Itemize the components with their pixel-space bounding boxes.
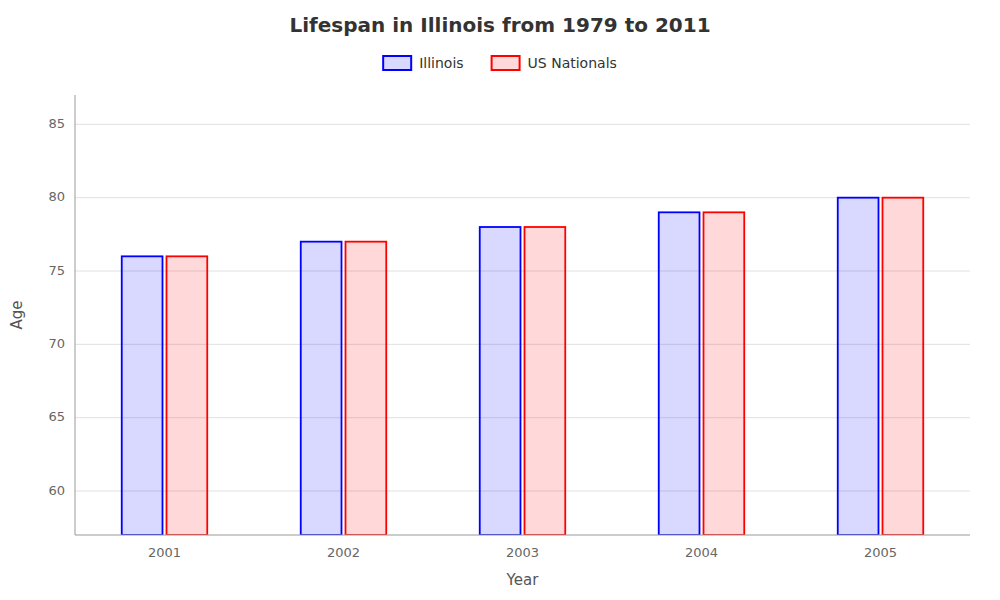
grid-line [75, 491, 970, 492]
plot-area [75, 124, 970, 491]
y-tick-label: 75 [48, 263, 65, 278]
x-tick-label: 2001 [148, 545, 181, 560]
bar [301, 242, 342, 535]
legend-swatch [383, 56, 411, 70]
legend-swatch [492, 56, 520, 70]
legend-label: Illinois [419, 55, 463, 71]
grid-line [75, 344, 970, 345]
x-axis-label: Year [506, 571, 540, 589]
bar [167, 256, 208, 535]
legend-item: Illinois [383, 55, 463, 71]
bar [883, 198, 924, 535]
y-axis-line [75, 95, 76, 535]
y-tick-label: 80 [48, 189, 65, 204]
bar [659, 212, 700, 535]
x-tick-label: 2004 [685, 545, 718, 560]
y-tick-label: 60 [48, 483, 65, 498]
grid-line [75, 417, 970, 418]
bar [525, 227, 566, 535]
chart-container: 60 65 70 75 80 85 2001 2002 2003 2004 2005 Lifespan… [0, 0, 1000, 600]
y-axis-label: Age [8, 300, 26, 329]
legend-label: US Nationals [528, 55, 617, 71]
bar [346, 242, 387, 535]
bars [122, 198, 924, 535]
chart-svg: 60 65 70 75 80 85 2001 2002 2003 2004 2005 Lifespan… [0, 0, 1000, 600]
grid-line [75, 197, 970, 198]
y-tick-label: 85 [48, 116, 65, 131]
y-tick-label: 70 [48, 336, 65, 351]
bar [838, 198, 879, 535]
bar [480, 227, 521, 535]
x-tick-label: 2002 [327, 545, 360, 560]
x-tick-label: 2003 [506, 545, 539, 560]
legend: Illinois US Nationals [383, 55, 617, 71]
grid-line [75, 124, 970, 125]
x-axis-line [75, 535, 970, 536]
grid-line [75, 271, 970, 272]
x-tick-label: 2005 [864, 545, 897, 560]
legend-item: US Nationals [492, 55, 617, 71]
bar [122, 256, 163, 535]
chart-title: Lifespan in Illinois from 1979 to 2011 [289, 13, 710, 37]
y-tick-label: 65 [48, 409, 65, 424]
bar [704, 212, 745, 535]
